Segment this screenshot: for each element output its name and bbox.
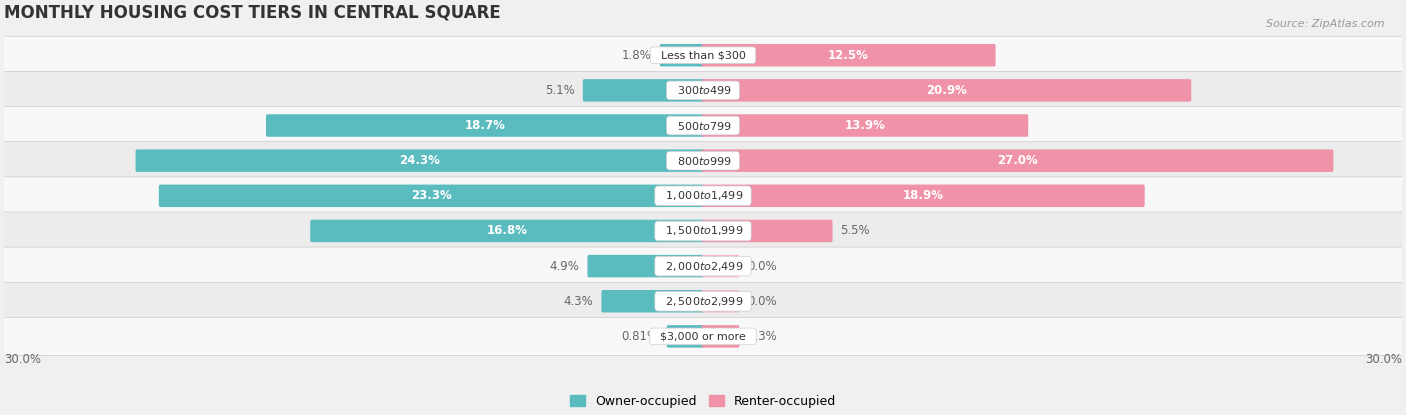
FancyBboxPatch shape (702, 290, 740, 312)
Text: 4.3%: 4.3% (564, 295, 593, 308)
Text: 24.3%: 24.3% (399, 154, 440, 167)
FancyBboxPatch shape (3, 142, 1403, 180)
Text: $2,500 to $2,999: $2,500 to $2,999 (658, 295, 748, 308)
Text: $3,000 or more: $3,000 or more (654, 332, 752, 342)
Text: $300 to $499: $300 to $499 (669, 84, 737, 96)
FancyBboxPatch shape (666, 325, 704, 348)
Text: 30.0%: 30.0% (4, 353, 41, 366)
Text: 0.0%: 0.0% (747, 260, 778, 273)
Text: $500 to $799: $500 to $799 (669, 120, 737, 132)
Text: 1.3%: 1.3% (747, 330, 778, 343)
FancyBboxPatch shape (3, 107, 1403, 144)
FancyBboxPatch shape (702, 255, 740, 277)
FancyBboxPatch shape (702, 114, 1028, 137)
FancyBboxPatch shape (3, 212, 1403, 250)
Text: 13.9%: 13.9% (845, 119, 886, 132)
Text: 23.3%: 23.3% (411, 189, 451, 202)
FancyBboxPatch shape (702, 220, 832, 242)
FancyBboxPatch shape (159, 185, 704, 207)
FancyBboxPatch shape (311, 220, 704, 242)
Text: $1,500 to $1,999: $1,500 to $1,999 (658, 225, 748, 237)
FancyBboxPatch shape (3, 317, 1403, 355)
FancyBboxPatch shape (659, 44, 704, 66)
FancyBboxPatch shape (702, 149, 1333, 172)
Text: Source: ZipAtlas.com: Source: ZipAtlas.com (1267, 19, 1385, 29)
FancyBboxPatch shape (702, 79, 1191, 102)
FancyBboxPatch shape (588, 255, 704, 277)
FancyBboxPatch shape (3, 247, 1403, 285)
Text: 16.8%: 16.8% (486, 225, 527, 237)
Text: MONTHLY HOUSING COST TIERS IN CENTRAL SQUARE: MONTHLY HOUSING COST TIERS IN CENTRAL SQ… (4, 4, 501, 22)
Text: 27.0%: 27.0% (997, 154, 1038, 167)
FancyBboxPatch shape (602, 290, 704, 312)
Text: 20.9%: 20.9% (927, 84, 967, 97)
Legend: Owner-occupied, Renter-occupied: Owner-occupied, Renter-occupied (565, 390, 841, 413)
FancyBboxPatch shape (583, 79, 704, 102)
Text: $1,000 to $1,499: $1,000 to $1,499 (658, 189, 748, 202)
FancyBboxPatch shape (3, 177, 1403, 215)
Text: 5.5%: 5.5% (841, 225, 870, 237)
Text: $2,000 to $2,499: $2,000 to $2,499 (658, 260, 748, 273)
Text: 1.8%: 1.8% (621, 49, 652, 62)
FancyBboxPatch shape (135, 149, 704, 172)
Text: 30.0%: 30.0% (1365, 353, 1402, 366)
Text: Less than $300: Less than $300 (654, 50, 752, 60)
FancyBboxPatch shape (3, 36, 1403, 74)
FancyBboxPatch shape (3, 282, 1403, 320)
Text: $800 to $999: $800 to $999 (669, 155, 737, 167)
FancyBboxPatch shape (702, 325, 740, 348)
Text: 18.9%: 18.9% (903, 189, 943, 202)
FancyBboxPatch shape (266, 114, 704, 137)
FancyBboxPatch shape (702, 44, 995, 66)
Text: 0.81%: 0.81% (621, 330, 659, 343)
Text: 12.5%: 12.5% (828, 49, 869, 62)
Text: 4.9%: 4.9% (550, 260, 579, 273)
Text: 0.0%: 0.0% (747, 295, 778, 308)
Text: 5.1%: 5.1% (546, 84, 575, 97)
FancyBboxPatch shape (3, 71, 1403, 109)
Text: 18.7%: 18.7% (465, 119, 506, 132)
FancyBboxPatch shape (702, 185, 1144, 207)
